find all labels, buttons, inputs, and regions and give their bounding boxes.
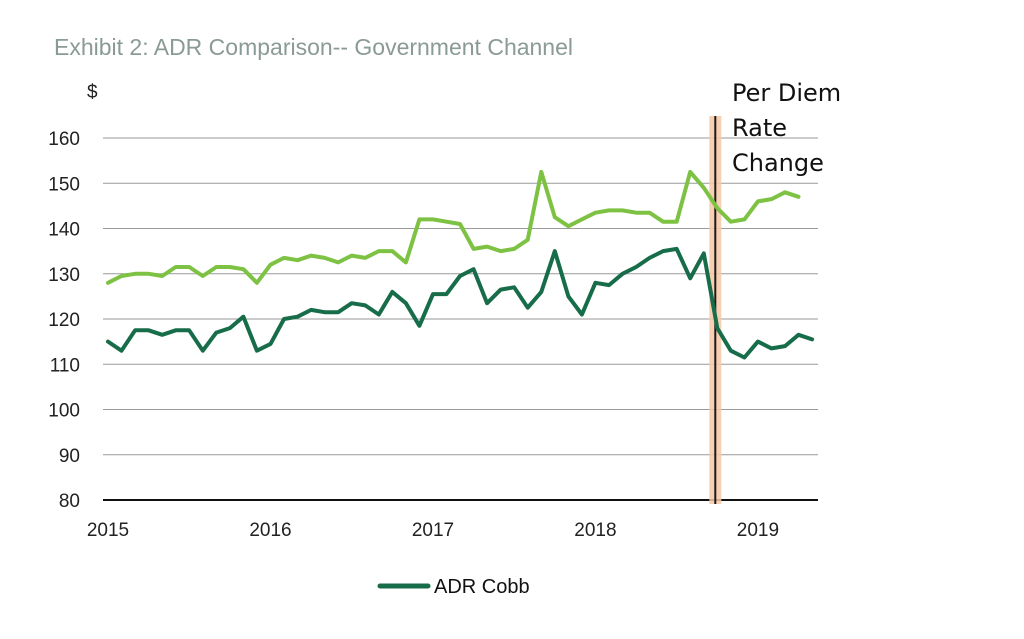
x-axis-ticks: 2015 2016 2017 2018 2019 <box>87 520 779 541</box>
x-tick-2016: 2016 <box>249 520 291 541</box>
y-axis-ticks: 80 90 100 110 120 130 140 150 160 <box>48 129 80 512</box>
annotation-line-1: Per Diem <box>732 79 841 107</box>
x-tick-2018: 2018 <box>574 520 616 541</box>
x-tick-2017: 2017 <box>412 520 454 541</box>
y-tick-80: 80 <box>59 491 80 512</box>
chart-title: Exhibit 2: ADR Comparison-- Government C… <box>54 34 573 60</box>
y-tick-160: 160 <box>48 129 80 150</box>
y-tick-120: 120 <box>48 310 80 331</box>
series-lines <box>106 169 815 360</box>
legend: ADR Cobb <box>377 576 530 598</box>
y-tick-130: 130 <box>48 265 80 286</box>
annotation-line-2: Rate <box>732 114 787 142</box>
y-axis-label: $ <box>87 82 98 103</box>
y-tick-140: 140 <box>48 220 80 241</box>
y-tick-150: 150 <box>48 174 80 195</box>
annotation-line-3: Change <box>732 149 824 177</box>
legend-label-adr-cobb: ADR Cobb <box>434 576 530 598</box>
series-line-government <box>106 169 801 285</box>
x-tick-2019: 2019 <box>737 520 779 541</box>
y-tick-100: 100 <box>48 401 80 422</box>
annotation: Per Diem Rate Change <box>732 79 841 177</box>
y-tick-110: 110 <box>50 355 80 376</box>
series-line-adr-cobb <box>106 246 815 360</box>
x-tick-2015: 2015 <box>87 520 129 541</box>
y-tick-90: 90 <box>59 446 80 467</box>
